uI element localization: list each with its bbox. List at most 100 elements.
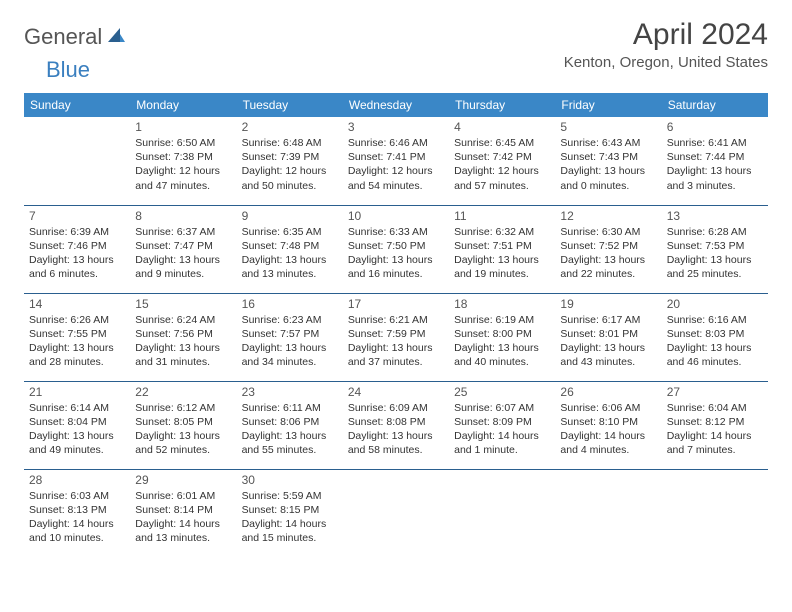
calendar-cell: 27Sunrise: 6:04 AMSunset: 8:12 PMDayligh… <box>662 381 768 469</box>
sunrise-text: Sunrise: 6:39 AM <box>29 225 125 239</box>
day-info: Sunrise: 6:03 AMSunset: 8:13 PMDaylight:… <box>29 489 125 546</box>
calendar-cell: 11Sunrise: 6:32 AMSunset: 7:51 PMDayligh… <box>449 205 555 293</box>
day-number: 29 <box>135 473 231 487</box>
day-number: 24 <box>348 385 444 399</box>
day-info: Sunrise: 6:07 AMSunset: 8:09 PMDaylight:… <box>454 401 550 458</box>
calendar-table: Sunday Monday Tuesday Wednesday Thursday… <box>24 93 768 557</box>
day-info: Sunrise: 6:17 AMSunset: 8:01 PMDaylight:… <box>560 313 656 370</box>
title-block: April 2024 Kenton, Oregon, United States <box>564 18 768 71</box>
weekday-header: Sunday <box>24 93 130 117</box>
calendar-cell: 7Sunrise: 6:39 AMSunset: 7:46 PMDaylight… <box>24 205 130 293</box>
weekday-header: Thursday <box>449 93 555 117</box>
day-info: Sunrise: 6:35 AMSunset: 7:48 PMDaylight:… <box>242 225 338 282</box>
calendar-cell: 13Sunrise: 6:28 AMSunset: 7:53 PMDayligh… <box>662 205 768 293</box>
day-number: 3 <box>348 120 444 134</box>
day-info: Sunrise: 6:24 AMSunset: 7:56 PMDaylight:… <box>135 313 231 370</box>
daylight-text: Daylight: 13 hours and 37 minutes. <box>348 341 444 369</box>
calendar-cell: 17Sunrise: 6:21 AMSunset: 7:59 PMDayligh… <box>343 293 449 381</box>
sunset-text: Sunset: 8:12 PM <box>667 415 763 429</box>
daylight-text: Daylight: 13 hours and 3 minutes. <box>667 164 763 192</box>
daylight-text: Daylight: 14 hours and 13 minutes. <box>135 517 231 545</box>
day-info: Sunrise: 6:11 AMSunset: 8:06 PMDaylight:… <box>242 401 338 458</box>
sunrise-text: Sunrise: 6:43 AM <box>560 136 656 150</box>
calendar-row: 21Sunrise: 6:14 AMSunset: 8:04 PMDayligh… <box>24 381 768 469</box>
sunset-text: Sunset: 8:13 PM <box>29 503 125 517</box>
sunrise-text: Sunrise: 6:21 AM <box>348 313 444 327</box>
sunrise-text: Sunrise: 6:48 AM <box>242 136 338 150</box>
day-info: Sunrise: 6:12 AMSunset: 8:05 PMDaylight:… <box>135 401 231 458</box>
location-text: Kenton, Oregon, United States <box>564 54 768 71</box>
sunset-text: Sunset: 7:53 PM <box>667 239 763 253</box>
sunrise-text: Sunrise: 6:30 AM <box>560 225 656 239</box>
calendar-cell <box>662 469 768 557</box>
sunrise-text: Sunrise: 6:01 AM <box>135 489 231 503</box>
sunset-text: Sunset: 8:09 PM <box>454 415 550 429</box>
sunset-text: Sunset: 7:57 PM <box>242 327 338 341</box>
calendar-cell: 3Sunrise: 6:46 AMSunset: 7:41 PMDaylight… <box>343 117 449 205</box>
calendar-cell: 26Sunrise: 6:06 AMSunset: 8:10 PMDayligh… <box>555 381 661 469</box>
day-number: 6 <box>667 120 763 134</box>
calendar-cell: 15Sunrise: 6:24 AMSunset: 7:56 PMDayligh… <box>130 293 236 381</box>
daylight-text: Daylight: 13 hours and 25 minutes. <box>667 253 763 281</box>
sunrise-text: Sunrise: 6:23 AM <box>242 313 338 327</box>
sunset-text: Sunset: 7:44 PM <box>667 150 763 164</box>
sunrise-text: Sunrise: 6:11 AM <box>242 401 338 415</box>
day-number: 14 <box>29 297 125 311</box>
daylight-text: Daylight: 13 hours and 55 minutes. <box>242 429 338 457</box>
calendar-cell: 23 Sunrise: 6:11 AMSunset: 8:06 PMDayligh… <box>237 381 343 469</box>
sunrise-text: Sunrise: 6:46 AM <box>348 136 444 150</box>
sunrise-text: Sunrise: 6:17 AM <box>560 313 656 327</box>
logo-text-2: Blue <box>46 57 90 82</box>
daylight-text: Daylight: 13 hours and 6 minutes. <box>29 253 125 281</box>
sunrise-text: Sunrise: 5:59 AM <box>242 489 338 503</box>
day-number: 4 <box>454 120 550 134</box>
sunrise-text: Sunrise: 6:41 AM <box>667 136 763 150</box>
day-number: 23 <box>242 385 338 399</box>
day-info: Sunrise: 6:16 AMSunset: 8:03 PMDaylight:… <box>667 313 763 370</box>
daylight-text: Daylight: 13 hours and 22 minutes. <box>560 253 656 281</box>
daylight-text: Daylight: 12 hours and 47 minutes. <box>135 164 231 192</box>
day-info: Sunrise: 6:48 AMSunset: 7:39 PMDaylight:… <box>242 136 338 193</box>
day-number: 17 <box>348 297 444 311</box>
logo-sail-icon <box>106 26 126 49</box>
day-number: 11 <box>454 209 550 223</box>
sunset-text: Sunset: 7:38 PM <box>135 150 231 164</box>
sunset-text: Sunset: 7:56 PM <box>135 327 231 341</box>
sunrise-text: Sunrise: 6:07 AM <box>454 401 550 415</box>
daylight-text: Daylight: 13 hours and 58 minutes. <box>348 429 444 457</box>
day-number: 21 <box>29 385 125 399</box>
calendar-cell: 8Sunrise: 6:37 AMSunset: 7:47 PMDaylight… <box>130 205 236 293</box>
sunrise-text: Sunrise: 6:06 AM <box>560 401 656 415</box>
day-info: Sunrise: 6:04 AMSunset: 8:12 PMDaylight:… <box>667 401 763 458</box>
sunrise-text: Sunrise: 6:32 AM <box>454 225 550 239</box>
calendar-cell <box>343 469 449 557</box>
daylight-text: Daylight: 13 hours and 9 minutes. <box>135 253 231 281</box>
day-info: Sunrise: 6:41 AMSunset: 7:44 PMDaylight:… <box>667 136 763 193</box>
calendar-cell: 19Sunrise: 6:17 AMSunset: 8:01 PMDayligh… <box>555 293 661 381</box>
sunrise-text: Sunrise: 6:16 AM <box>667 313 763 327</box>
weekday-header: Monday <box>130 93 236 117</box>
daylight-text: Daylight: 12 hours and 50 minutes. <box>242 164 338 192</box>
sunset-text: Sunset: 7:43 PM <box>560 150 656 164</box>
daylight-text: Daylight: 13 hours and 13 minutes. <box>242 253 338 281</box>
weekday-header: Wednesday <box>343 93 449 117</box>
sunset-text: Sunset: 7:51 PM <box>454 239 550 253</box>
sunset-text: Sunset: 7:41 PM <box>348 150 444 164</box>
calendar-cell <box>555 469 661 557</box>
daylight-text: Daylight: 13 hours and 43 minutes. <box>560 341 656 369</box>
calendar-cell: 12Sunrise: 6:30 AMSunset: 7:52 PMDayligh… <box>555 205 661 293</box>
day-info: Sunrise: 6:19 AMSunset: 8:00 PMDaylight:… <box>454 313 550 370</box>
day-number: 13 <box>667 209 763 223</box>
logo: General <box>24 24 128 50</box>
sunset-text: Sunset: 7:42 PM <box>454 150 550 164</box>
sunrise-text: Sunrise: 6:45 AM <box>454 136 550 150</box>
day-info: Sunrise: 6:50 AMSunset: 7:38 PMDaylight:… <box>135 136 231 193</box>
weekday-header: Tuesday <box>237 93 343 117</box>
calendar-cell: 20Sunrise: 6:16 AMSunset: 8:03 PMDayligh… <box>662 293 768 381</box>
day-number: 5 <box>560 120 656 134</box>
calendar-cell: 29Sunrise: 6:01 AMSunset: 8:14 PMDayligh… <box>130 469 236 557</box>
sunset-text: Sunset: 8:08 PM <box>348 415 444 429</box>
day-number: 12 <box>560 209 656 223</box>
sunset-text: Sunset: 7:46 PM <box>29 239 125 253</box>
logo-text-1: General <box>24 24 102 50</box>
